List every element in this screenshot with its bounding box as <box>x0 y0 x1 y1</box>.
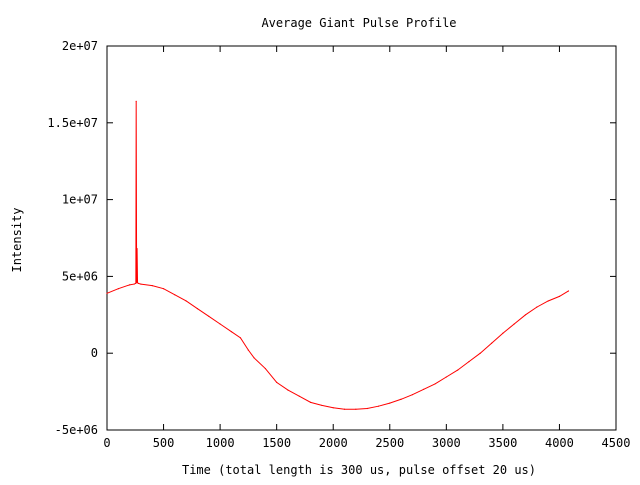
data-point <box>136 248 138 250</box>
data-point <box>377 405 380 407</box>
x-tick-label: 0 <box>103 436 110 450</box>
x-tick-label: 2000 <box>319 436 348 450</box>
data-point <box>502 332 504 334</box>
x-tick-label: 1500 <box>262 436 291 450</box>
y-tick-label: 2e+07 <box>62 39 98 53</box>
data-point <box>264 367 266 370</box>
data-point <box>230 331 233 333</box>
plot-frame <box>106 45 617 431</box>
chart-title: Average Giant Pulse Profile <box>261 16 456 30</box>
data-point <box>162 288 165 290</box>
x-tick-label: 3500 <box>488 436 517 450</box>
data-point <box>567 290 570 292</box>
data-point <box>106 292 108 294</box>
y-tick-label: 1e+07 <box>62 193 98 207</box>
data-point <box>133 283 135 285</box>
x-tick-label: 2500 <box>375 436 404 450</box>
data-point <box>423 388 425 390</box>
data-point <box>247 349 249 351</box>
data-point <box>185 300 187 302</box>
data-point <box>196 308 199 310</box>
data-point <box>355 408 357 410</box>
data-point <box>468 361 470 363</box>
x-tick-label: 4500 <box>602 436 631 450</box>
data-point <box>558 295 561 297</box>
data-point <box>298 395 300 397</box>
y-tick-label: 5e+06 <box>62 269 98 283</box>
data-point <box>457 369 459 371</box>
data-point <box>117 288 119 290</box>
data-point <box>137 282 139 284</box>
data-point <box>151 285 153 287</box>
y-tick-label: 0 <box>91 346 98 360</box>
data-point <box>513 323 515 325</box>
data-point <box>547 300 549 302</box>
data-point <box>332 407 334 409</box>
data-point <box>276 381 278 383</box>
data-point <box>287 389 289 391</box>
x-axis: 0 500 1000 1500 2000 2500 3000 3500 4000 4500 <box>103 46 630 450</box>
data-point <box>366 407 368 410</box>
data-point <box>434 383 436 385</box>
data-point <box>310 401 312 403</box>
data-point <box>343 408 346 410</box>
data-point <box>479 352 481 354</box>
data-point <box>239 337 242 339</box>
series-line <box>106 101 569 410</box>
x-axis-label: Time (total length is 300 us, pulse offs… <box>182 463 536 477</box>
data-point <box>411 394 413 396</box>
x-tick-label: 500 <box>153 436 175 450</box>
x-tick-label: 1000 <box>206 436 235 450</box>
data-point <box>140 283 142 285</box>
data-point <box>135 100 137 102</box>
y-axis: -5e+06 0 5e+06 1e+07 1.5e+07 2e+07 <box>47 39 616 437</box>
data-point <box>174 294 176 296</box>
y-tick-label: -5e+06 <box>55 423 98 437</box>
data-point <box>536 306 538 308</box>
data-point <box>389 402 391 404</box>
data-point <box>129 284 131 286</box>
series-layer <box>106 100 570 410</box>
data-point <box>400 398 402 400</box>
data-point <box>524 314 527 316</box>
data-point <box>208 315 210 317</box>
data-point <box>445 376 447 378</box>
data-point <box>219 323 221 325</box>
x-tick-label: 3000 <box>432 436 461 450</box>
data-point <box>490 342 493 344</box>
data-point <box>136 281 138 284</box>
data-point <box>321 404 323 407</box>
y-tick-label: 1.5e+07 <box>47 116 98 130</box>
y-axis-label: Intensity <box>10 207 24 272</box>
data-point <box>135 282 137 284</box>
x-tick-label: 4000 <box>545 436 574 450</box>
data-point <box>253 357 255 359</box>
